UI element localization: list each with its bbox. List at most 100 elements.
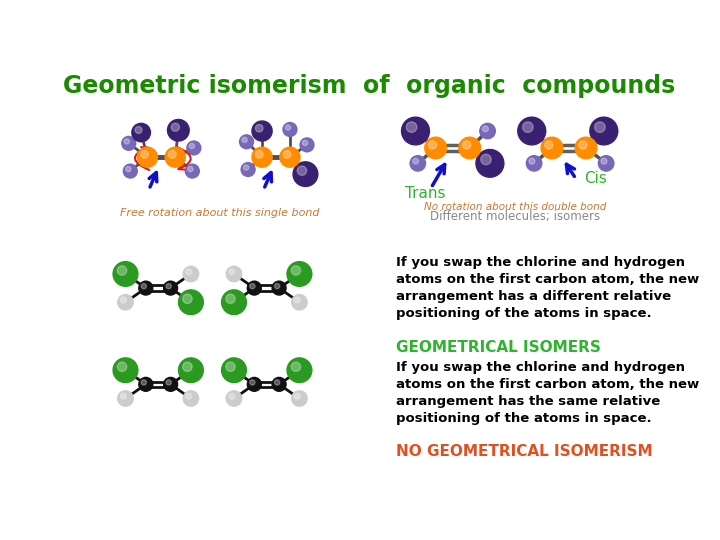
Circle shape bbox=[250, 380, 255, 385]
Circle shape bbox=[292, 294, 307, 310]
Circle shape bbox=[402, 117, 429, 145]
Circle shape bbox=[541, 137, 563, 159]
Circle shape bbox=[283, 151, 291, 158]
Circle shape bbox=[222, 358, 246, 382]
Text: GEOMETRICAL ISOMERS: GEOMETRICAL ISOMERS bbox=[396, 340, 601, 355]
Circle shape bbox=[141, 380, 146, 385]
Circle shape bbox=[595, 122, 606, 132]
Circle shape bbox=[291, 362, 301, 372]
Circle shape bbox=[410, 156, 426, 171]
Text: Free rotation about this single bond: Free rotation about this single bond bbox=[120, 208, 320, 218]
Circle shape bbox=[222, 290, 246, 315]
Circle shape bbox=[285, 125, 291, 130]
Circle shape bbox=[480, 123, 495, 139]
Circle shape bbox=[135, 126, 142, 133]
Circle shape bbox=[243, 165, 249, 170]
Circle shape bbox=[590, 117, 618, 145]
Circle shape bbox=[250, 284, 255, 289]
Circle shape bbox=[248, 281, 261, 295]
Circle shape bbox=[518, 117, 546, 145]
Circle shape bbox=[183, 294, 192, 303]
Circle shape bbox=[138, 147, 158, 167]
Circle shape bbox=[287, 262, 312, 286]
Circle shape bbox=[545, 141, 553, 149]
Circle shape bbox=[179, 358, 203, 382]
Circle shape bbox=[406, 122, 417, 132]
Circle shape bbox=[163, 281, 178, 295]
Circle shape bbox=[120, 297, 126, 303]
Circle shape bbox=[179, 290, 203, 315]
Circle shape bbox=[529, 158, 535, 164]
Circle shape bbox=[242, 137, 247, 143]
Circle shape bbox=[300, 138, 314, 152]
Circle shape bbox=[283, 123, 297, 137]
Circle shape bbox=[132, 123, 150, 142]
Circle shape bbox=[187, 141, 201, 155]
Circle shape bbox=[186, 394, 192, 399]
Circle shape bbox=[413, 158, 418, 164]
Circle shape bbox=[118, 294, 133, 310]
Text: If you swap the chlorine and hydrogen
atoms on the first carbon atom, the new
ar: If you swap the chlorine and hydrogen at… bbox=[396, 361, 699, 426]
Circle shape bbox=[123, 164, 138, 178]
Circle shape bbox=[226, 294, 235, 303]
Circle shape bbox=[459, 137, 481, 159]
Circle shape bbox=[252, 147, 272, 167]
Circle shape bbox=[226, 391, 242, 406]
Circle shape bbox=[293, 162, 318, 186]
Circle shape bbox=[188, 166, 193, 172]
Circle shape bbox=[598, 156, 614, 171]
Circle shape bbox=[126, 166, 131, 172]
Circle shape bbox=[476, 150, 504, 177]
Circle shape bbox=[120, 394, 126, 399]
Circle shape bbox=[226, 266, 242, 282]
Circle shape bbox=[280, 147, 300, 167]
Circle shape bbox=[185, 164, 199, 178]
Circle shape bbox=[425, 137, 446, 159]
Circle shape bbox=[292, 391, 307, 406]
Circle shape bbox=[113, 262, 138, 286]
Circle shape bbox=[526, 156, 542, 171]
Circle shape bbox=[139, 377, 153, 392]
Circle shape bbox=[124, 139, 130, 144]
Circle shape bbox=[248, 377, 261, 392]
Circle shape bbox=[122, 137, 136, 150]
Circle shape bbox=[166, 380, 171, 385]
Circle shape bbox=[291, 266, 301, 275]
Circle shape bbox=[168, 119, 189, 141]
Circle shape bbox=[272, 377, 286, 392]
Circle shape bbox=[482, 126, 488, 132]
Circle shape bbox=[189, 144, 194, 149]
Circle shape bbox=[575, 137, 597, 159]
Circle shape bbox=[117, 362, 127, 372]
Text: If you swap the chlorine and hydrogen
atoms on the first carbon atom, the new
ar: If you swap the chlorine and hydrogen at… bbox=[396, 256, 699, 320]
Circle shape bbox=[294, 297, 300, 303]
Circle shape bbox=[183, 362, 192, 372]
Circle shape bbox=[601, 158, 607, 164]
Circle shape bbox=[294, 394, 300, 399]
Circle shape bbox=[252, 121, 272, 141]
Circle shape bbox=[256, 124, 263, 132]
Circle shape bbox=[226, 362, 235, 372]
Circle shape bbox=[302, 140, 307, 146]
Circle shape bbox=[183, 391, 199, 406]
Circle shape bbox=[579, 141, 587, 149]
Circle shape bbox=[241, 163, 255, 177]
Circle shape bbox=[462, 141, 471, 149]
Circle shape bbox=[428, 141, 437, 149]
Circle shape bbox=[229, 269, 235, 275]
Text: Geometric isomerism  of  organic  compounds: Geometric isomerism of organic compounds bbox=[63, 75, 675, 98]
Circle shape bbox=[171, 123, 179, 131]
Circle shape bbox=[139, 281, 153, 295]
Circle shape bbox=[113, 358, 138, 382]
Circle shape bbox=[140, 151, 148, 158]
Circle shape bbox=[481, 154, 491, 165]
Circle shape bbox=[272, 281, 286, 295]
Text: Different molecules; isomers: Different molecules; isomers bbox=[430, 210, 600, 223]
Circle shape bbox=[165, 147, 185, 167]
Circle shape bbox=[297, 166, 307, 176]
Text: NO GEOMETRICAL ISOMERISM: NO GEOMETRICAL ISOMERISM bbox=[396, 444, 653, 458]
Circle shape bbox=[274, 284, 280, 289]
Circle shape bbox=[166, 284, 171, 289]
Circle shape bbox=[183, 266, 199, 282]
Circle shape bbox=[118, 391, 133, 406]
